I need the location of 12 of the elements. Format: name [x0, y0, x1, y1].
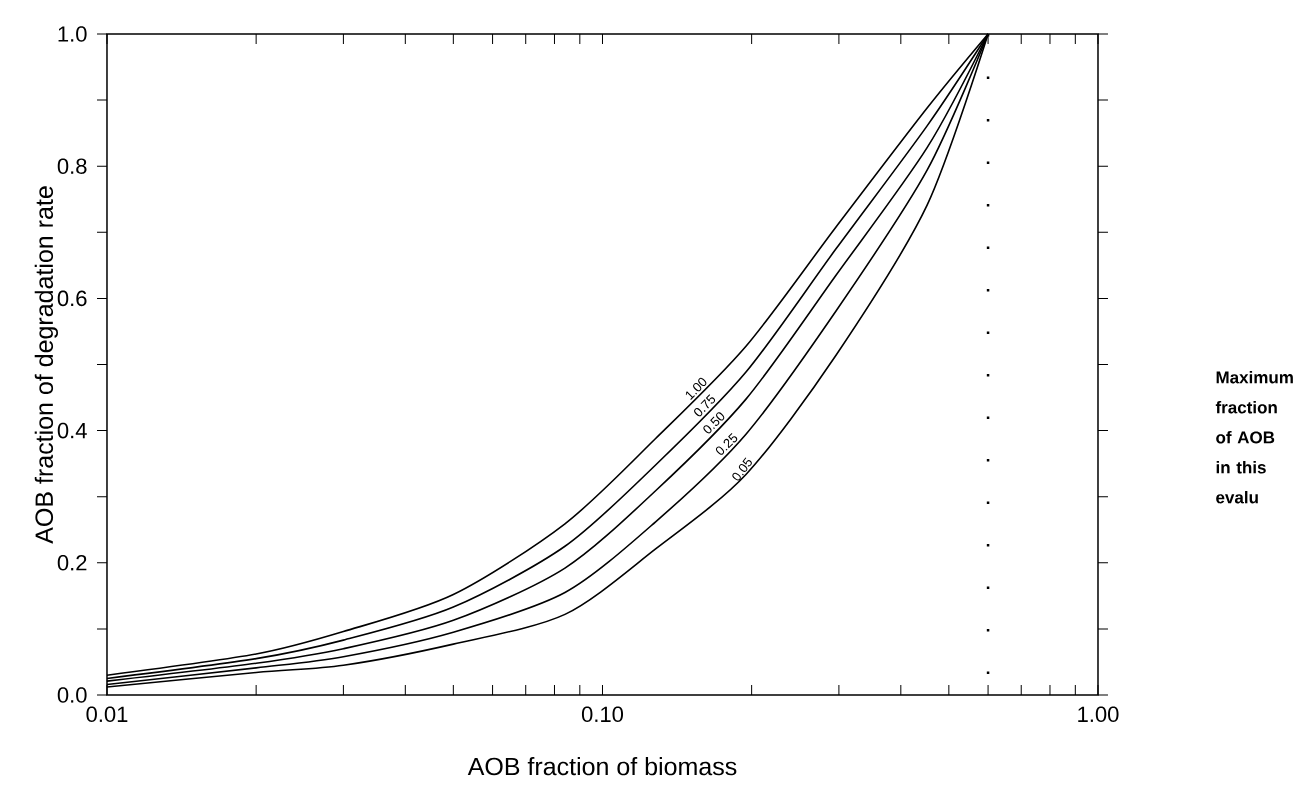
x-tick-label: 1.00: [1078, 706, 1119, 723]
x-axis-title: AOB fraction of biomass: [467, 756, 737, 776]
legend-title: Maximum fraction of AOB in this evalu: [1215, 370, 1293, 504]
y-tick-label: 0.0: [57, 687, 87, 703]
y-tick-label: 1.0: [58, 26, 87, 42]
y-tick-label: 0.4: [57, 422, 87, 439]
y-tick-label: 0.6: [57, 290, 87, 307]
y-tick-label: 0.8: [57, 158, 87, 174]
y-tick-label: 0.2: [57, 555, 87, 571]
x-tick-label: 0.01: [86, 706, 128, 723]
text: 0.25: [715, 433, 738, 455]
x-tick-label: 0.10: [581, 706, 624, 723]
